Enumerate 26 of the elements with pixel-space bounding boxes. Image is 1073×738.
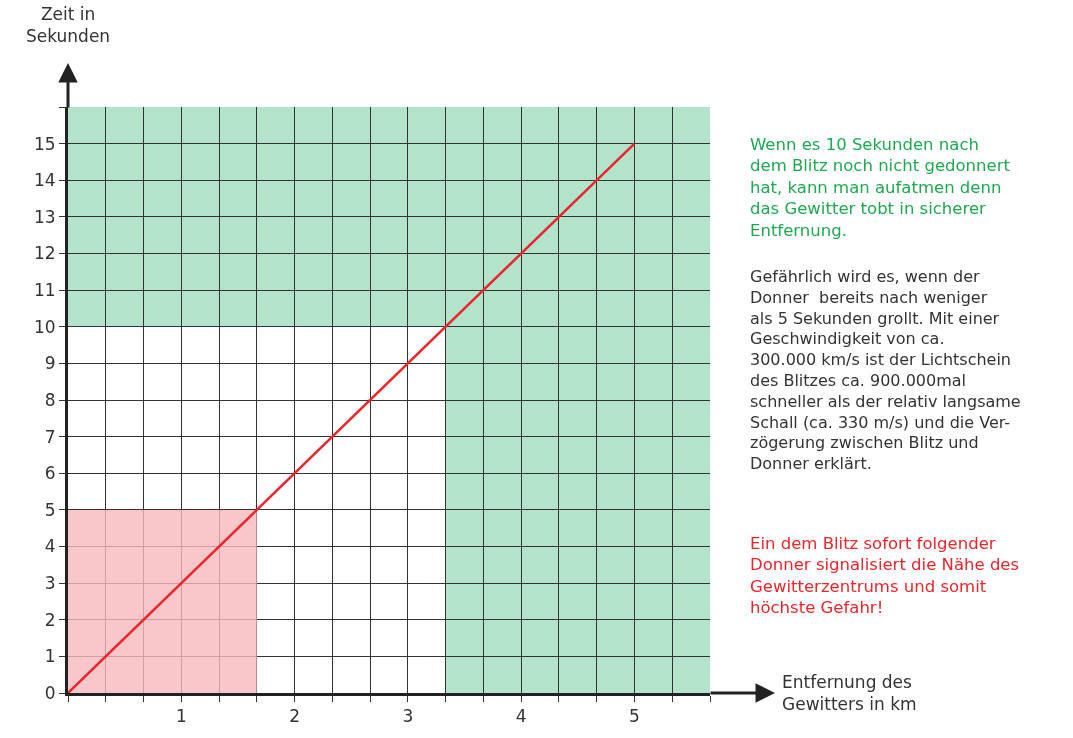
y-tick-label: 8 xyxy=(44,389,56,410)
y-axis-title: Zeit in Sekunden xyxy=(26,4,111,47)
x-axis-title: Entfernung des Gewitters in km xyxy=(782,672,917,715)
y-tick-label: 0 xyxy=(44,682,56,703)
y-tick-label: 9 xyxy=(44,353,56,374)
y-tick-label: 5 xyxy=(44,499,56,520)
y-tick-label: 13 xyxy=(33,206,56,227)
x-tick-label: 2 xyxy=(289,706,300,727)
y-tick-label: 12 xyxy=(33,243,56,264)
x-tick-label: 4 xyxy=(515,706,527,727)
y-tick-label: 11 xyxy=(33,280,56,301)
text: Gefährlich wird es, wenn der Donner bereits nach weniger als 5 Sekunden grollt. Mit einer Geschwindigkeit von ca. 300.000 km/s ist der Lichtschein des Blitzes ca. 900.000mal schneller als der relativ langsame Schall (ca. 330 m/s) und die Ver- zögerung zwischen Blitz und Donner erklärt. xyxy=(750,267,1021,474)
y-tick-label: 10 xyxy=(33,316,56,337)
x-tick-label: 3 xyxy=(402,706,414,727)
y-tick-label: 3 xyxy=(44,573,56,594)
y-tick-label: 15 xyxy=(33,133,56,154)
text: Wenn es 10 Sekunden nach dem Blitz noch nicht gedonnert hat, kann man aufatmen denn das Gewitter tobt in sicherer Entfernung. xyxy=(750,135,1011,240)
text: Ein dem Blitz sofort folgender Donner signalisiert die Nähe des Gewitterzentrums und somit höchste Gefahr! xyxy=(750,534,1020,618)
y-tick-label: 7 xyxy=(44,426,56,447)
y-tick-label: 6 xyxy=(44,463,56,484)
y-tick-label: 4 xyxy=(44,536,56,557)
x-tick-label: 5 xyxy=(629,706,640,727)
y-tick-label: 2 xyxy=(44,609,56,630)
x-tick-label: 1 xyxy=(175,706,187,727)
y-tick-label: 1 xyxy=(44,646,56,667)
y-tick-label: 14 xyxy=(33,170,56,191)
